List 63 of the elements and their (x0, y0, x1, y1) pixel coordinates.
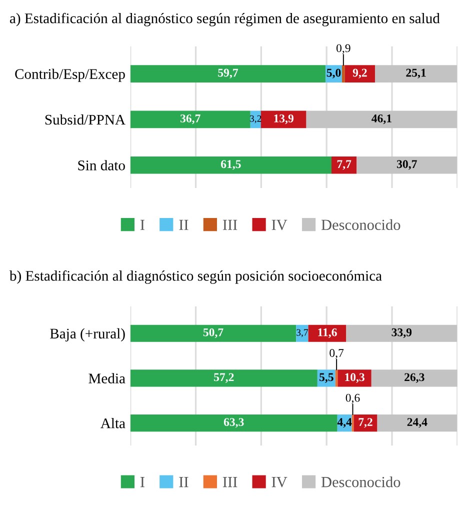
data-label: 30,7 (396, 160, 417, 170)
bar (306, 110, 458, 128)
data-label: 5,5 (320, 373, 334, 383)
data-label: 7,2 (358, 418, 372, 428)
data-label: 61,5 (220, 160, 241, 170)
legend-label: Desconocido (321, 476, 400, 488)
data-label: 25,1 (406, 68, 426, 78)
legend-label: III (222, 477, 238, 488)
data-label: 36,7 (180, 114, 200, 124)
data-label: 4,4 (337, 418, 352, 428)
bar (308, 324, 346, 342)
legend-label: IV (272, 220, 288, 230)
legend-label: II (179, 220, 188, 230)
data-label: 0,9 (336, 44, 350, 54)
bar (260, 110, 306, 128)
data-label: 26,3 (404, 373, 424, 383)
y-tick-label: Alta (100, 418, 126, 428)
legend-label: Desconocido (321, 219, 400, 230)
data-label: 3,7 (296, 329, 308, 338)
y-tick-label: Subsid/PPNA (45, 114, 126, 125)
y-tick-label: Baja (+rural) (50, 328, 125, 342)
data-label: 10,3 (345, 373, 364, 383)
bar (344, 65, 375, 82)
bar (130, 156, 332, 174)
data-label: 57,2 (214, 373, 234, 383)
data-label: 11,6 (318, 328, 337, 338)
bar (377, 414, 458, 432)
bar (342, 65, 345, 82)
y-tick-label: Media (88, 373, 126, 384)
bar (130, 370, 318, 387)
data-label: 50,7 (203, 328, 224, 338)
bar (331, 156, 357, 174)
chart-title: a) Estadificación al diagnóstico según régimen de aseguramiento en salud (10, 12, 440, 26)
bar (130, 65, 326, 82)
y-tick-label: Contrib/Esp/Excep (15, 68, 125, 82)
data-label: 13,9 (274, 114, 294, 124)
bar (374, 65, 458, 82)
chart-title: b) Estadificación al diagnóstico según posición socioeconómica (9, 270, 382, 284)
bar (356, 156, 458, 174)
legend-label: III (222, 220, 238, 230)
data-label: 0,6 (346, 394, 360, 404)
y-tick-label: Sin dato (78, 160, 125, 170)
legend-label: I (140, 220, 144, 230)
bar (296, 324, 308, 342)
legend-label: II (179, 477, 188, 488)
bar (346, 324, 458, 342)
data-label: 5,0 (326, 68, 341, 78)
bar (338, 370, 372, 387)
data-label: 33,9 (392, 328, 412, 338)
bar (130, 414, 338, 432)
data-label: 9,2 (352, 68, 367, 78)
data-label: 59,7 (218, 68, 238, 78)
data-label: 0,7 (330, 348, 344, 359)
data-label: 63,3 (224, 418, 244, 428)
data-label: 7,7 (337, 160, 352, 170)
data-label: 24,4 (407, 418, 428, 428)
legend-label: IV (272, 477, 288, 488)
bar (130, 324, 296, 342)
data-label: 46,1 (372, 114, 392, 124)
bar (130, 110, 250, 128)
legend-label: I (140, 477, 144, 488)
bar (371, 370, 458, 387)
bar (354, 414, 378, 432)
